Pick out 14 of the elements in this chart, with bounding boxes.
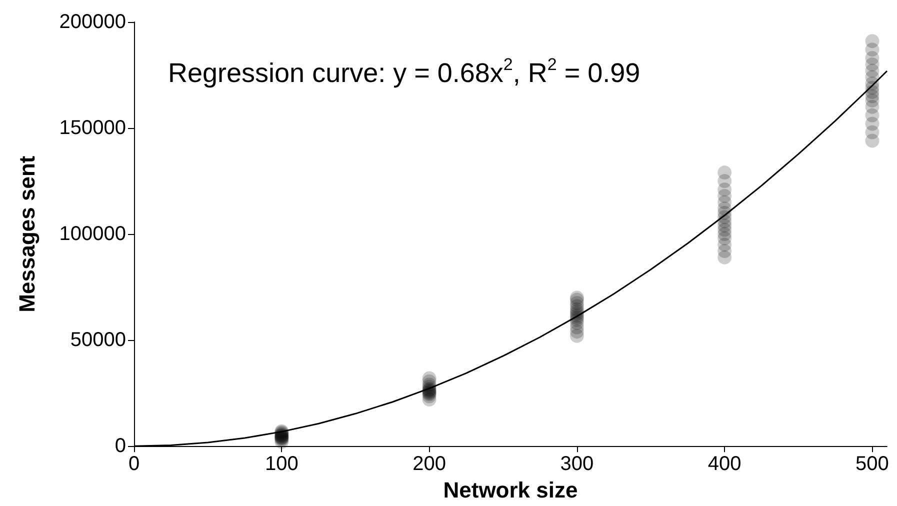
y-tick-label: 150000 xyxy=(59,117,126,140)
annotation: Regression curve: y = 0.68x$^{2}$, R$^{2}$ = 0.99 xyxy=(168,55,640,89)
y-tick-label: 0 xyxy=(114,435,126,458)
y-axis-title: Messages sent xyxy=(14,155,40,312)
x-tick-label: 300 xyxy=(560,453,594,476)
x-axis-title: Network size xyxy=(443,478,578,502)
y-tick-label: 100000 xyxy=(59,223,126,246)
y-tick-label: 200000 xyxy=(59,11,126,33)
x-tick-label: 100 xyxy=(264,453,298,476)
x-tick-label: 200 xyxy=(412,453,446,476)
x-tick-label: 400 xyxy=(708,453,742,476)
x-tick-label: 0 xyxy=(128,453,140,476)
y-tick-label: 50000 xyxy=(70,329,126,352)
x-tick-label: 500 xyxy=(856,453,889,476)
